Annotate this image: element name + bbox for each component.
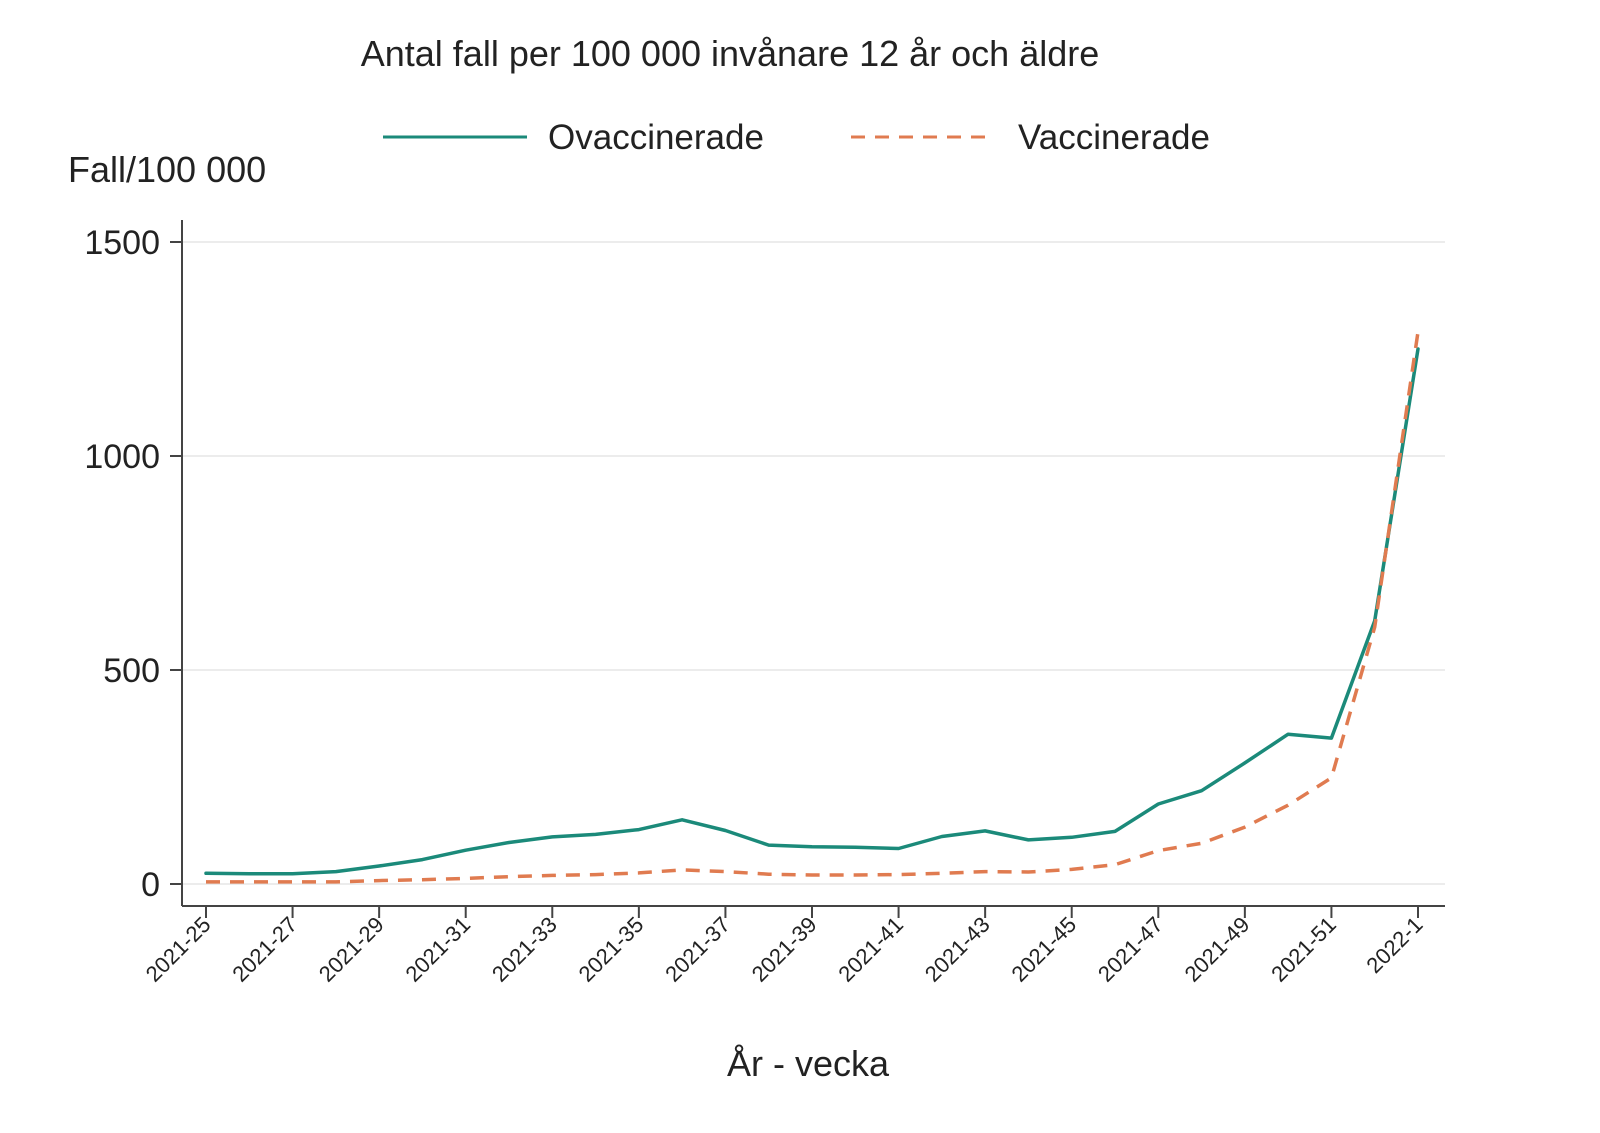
y-axis-ticks: 0 500 1000 1500 (84, 224, 182, 904)
series-lines (204, 331, 1420, 884)
y-tick-label-0: 0 (141, 866, 160, 904)
legend-label-vaccinerade: Vaccinerade (1018, 118, 1210, 157)
y-tick-label-500: 500 (103, 652, 160, 690)
gridlines (182, 241, 1445, 885)
series-line-ovaccinerade (204, 347, 1420, 876)
axes (181, 220, 1445, 907)
legend: Ovaccinerade Vaccinerade (383, 118, 1210, 157)
y-tick-label-1500: 1500 (84, 224, 160, 262)
x-axis-label: År - vecka (727, 1043, 890, 1084)
y-axis-label: Fall/100 000 (68, 149, 266, 190)
chart-title: Antal fall per 100 000 invånare 12 år oc… (361, 33, 1100, 74)
legend-label-ovaccinerade: Ovaccinerade (548, 118, 764, 157)
series-line-vaccinerade (206, 331, 1420, 884)
y-tick-label-1000: 1000 (84, 438, 160, 476)
